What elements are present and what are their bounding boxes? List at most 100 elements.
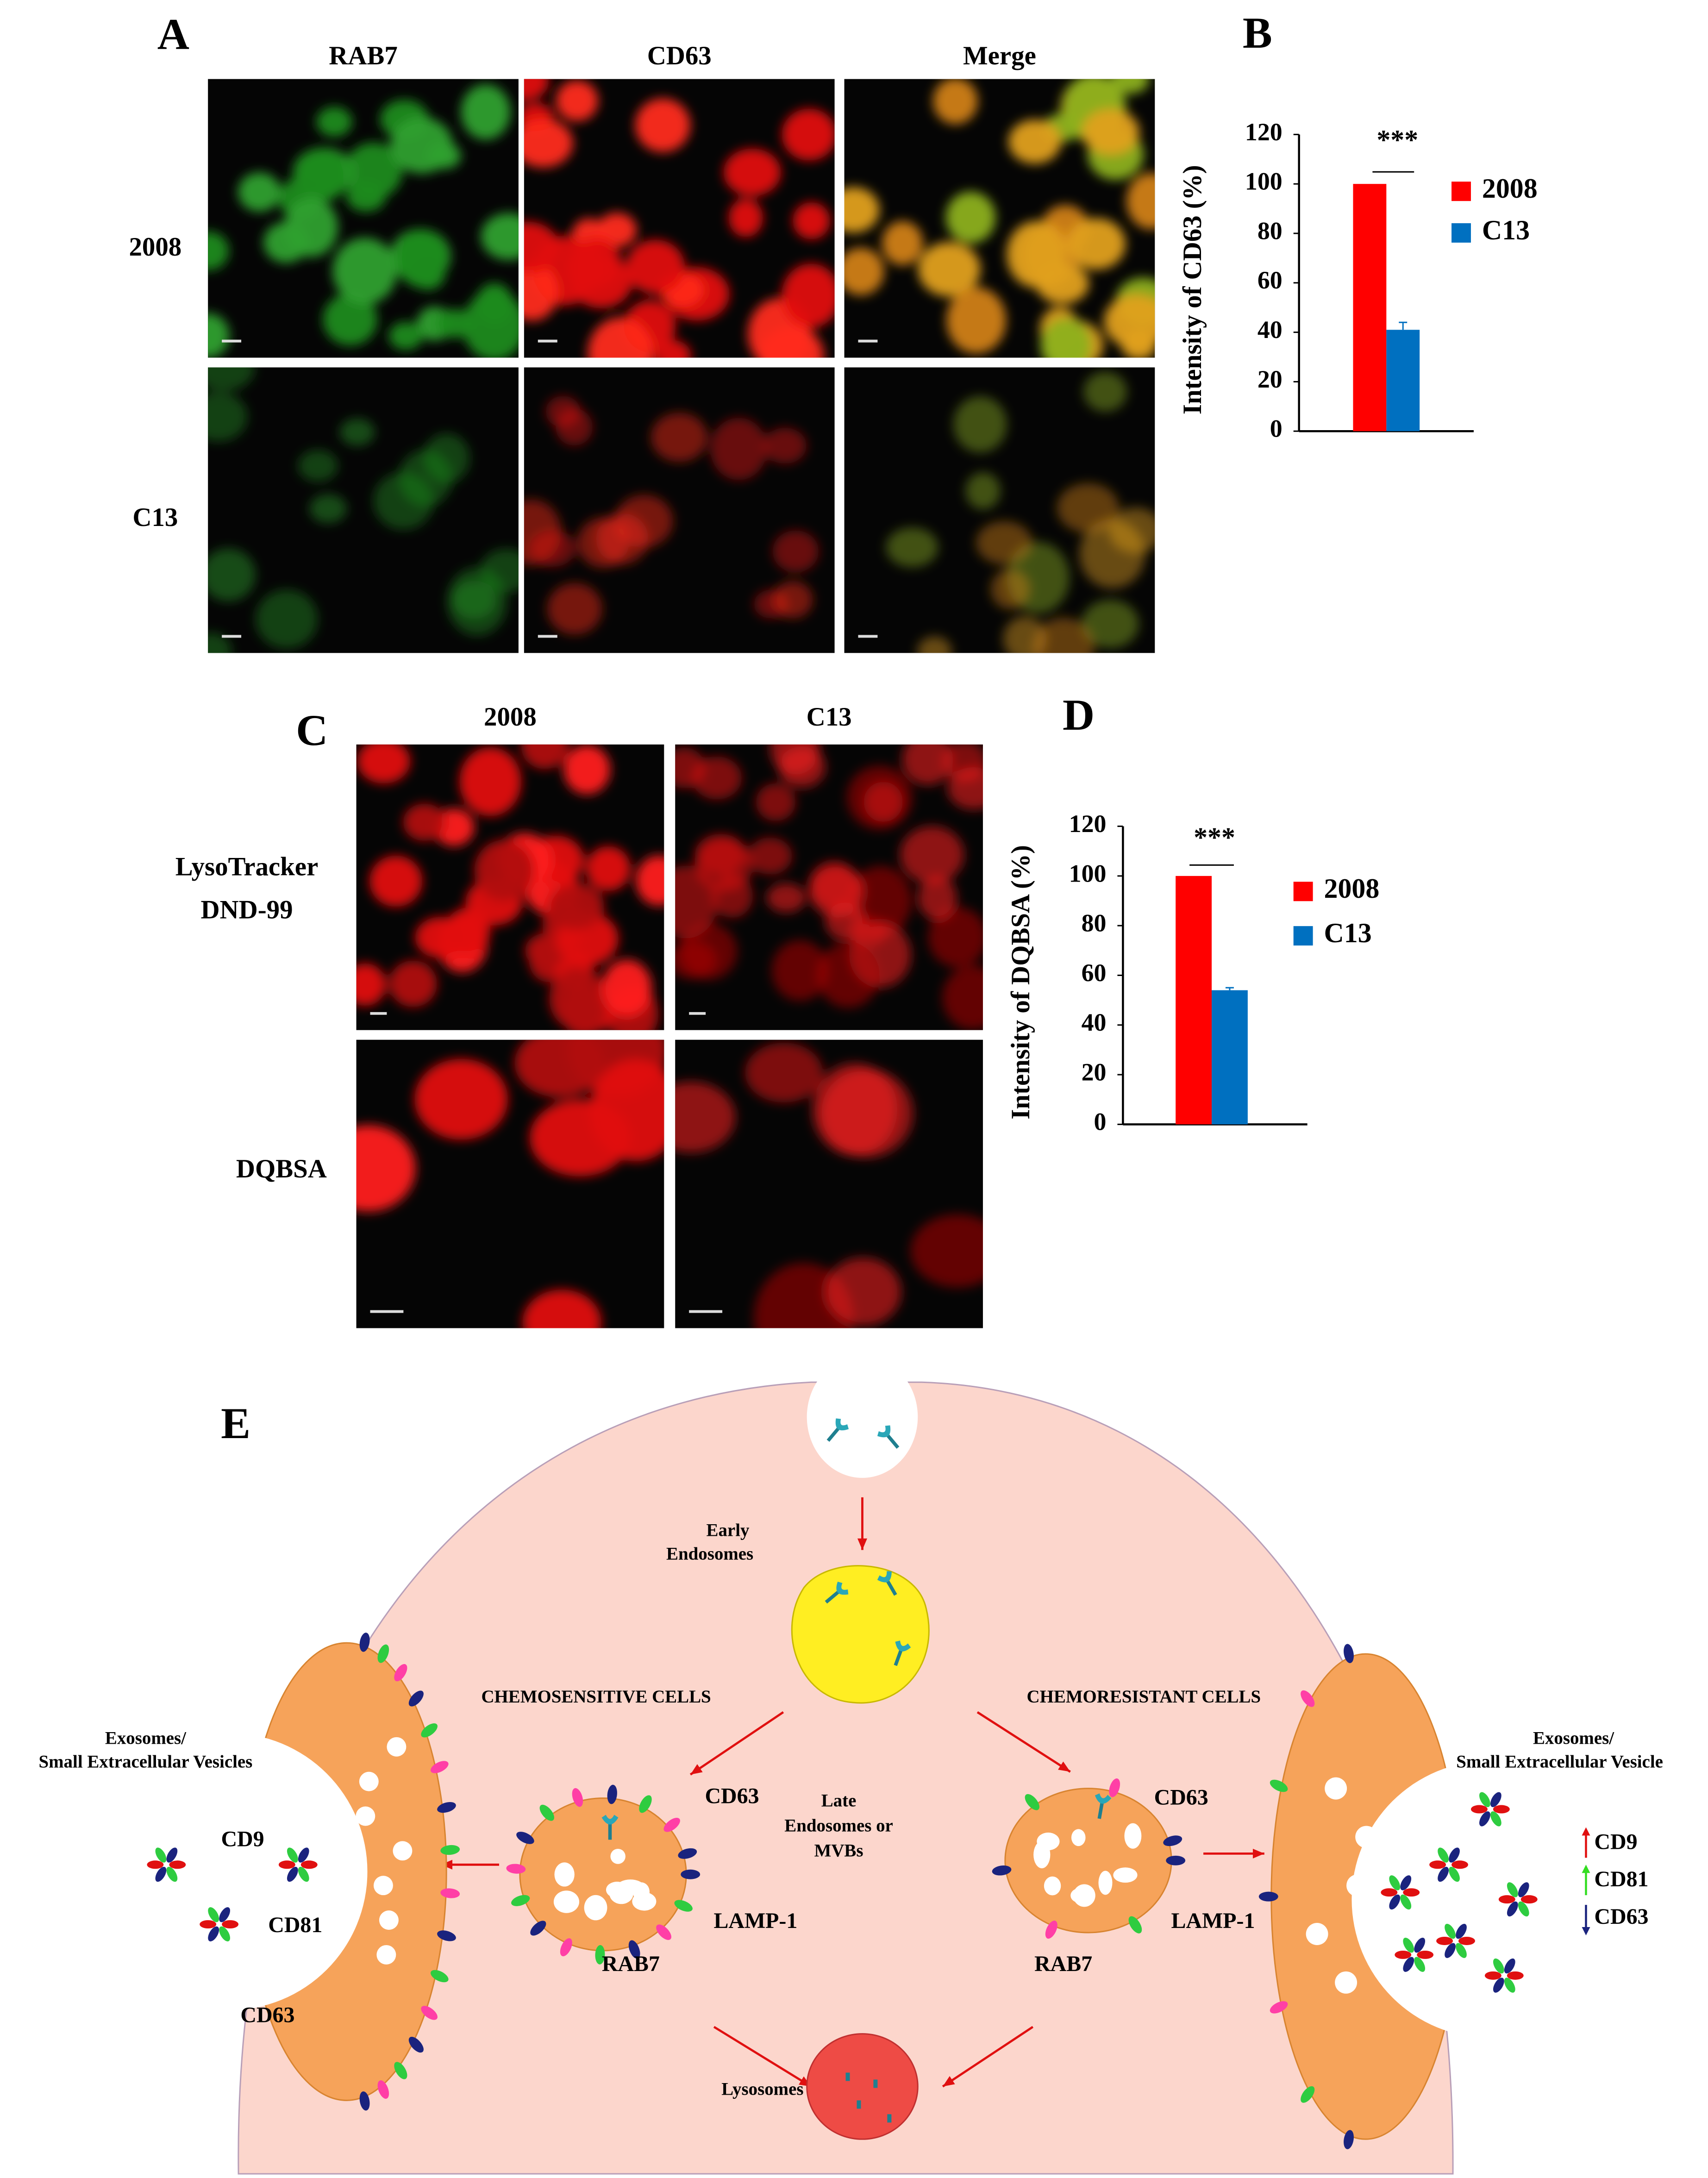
- cell: [357, 744, 411, 784]
- cell: [316, 106, 352, 137]
- vesicle: [1325, 1777, 1347, 1800]
- label: Endosomes or: [784, 1815, 893, 1835]
- exosome-marker: [278, 1860, 295, 1869]
- exosome-marker: [1504, 1958, 1515, 1974]
- cell: [524, 221, 560, 274]
- exosome-marker: [1414, 1937, 1426, 1953]
- cells: [675, 1043, 983, 1328]
- cell: [1126, 173, 1155, 230]
- exosome-marker: [298, 1847, 309, 1863]
- label: Late: [821, 1790, 857, 1810]
- marker-label: CD63: [705, 1784, 759, 1809]
- exosome-marker: [1445, 1943, 1456, 1958]
- cell: [910, 1214, 983, 1288]
- cell: [782, 263, 835, 328]
- cell: [1083, 371, 1127, 412]
- label: Exosomes/: [1533, 1728, 1614, 1748]
- membrane-marker: [440, 1845, 460, 1855]
- receptor: [601, 1815, 619, 1840]
- cell: [395, 229, 448, 288]
- marker-label: RAB7: [602, 1952, 660, 1976]
- membrane-marker: [408, 1690, 424, 1707]
- receptor: [894, 1640, 911, 1666]
- cell: [547, 883, 605, 930]
- y-tick-label: 60: [1082, 959, 1107, 987]
- cell: [886, 527, 938, 567]
- arrow: [689, 1711, 784, 1776]
- membrane-marker: [377, 2080, 389, 2099]
- error-bar: [1399, 321, 1408, 330]
- row-label: C13: [132, 503, 178, 532]
- trend-arrow-head: [1582, 1865, 1590, 1873]
- y-tick-label: 40: [1082, 1008, 1107, 1036]
- cells-blur: [844, 79, 1155, 358]
- cell: [728, 199, 763, 237]
- membrane-marker: [437, 1930, 456, 1941]
- cell: [332, 238, 397, 305]
- vesicle: [1098, 1871, 1113, 1895]
- exosome-marker: [1400, 1894, 1412, 1910]
- cell: [390, 117, 453, 174]
- cells-blur: [524, 395, 819, 635]
- membrane-marker: [511, 1895, 530, 1906]
- cell: [745, 1043, 823, 1103]
- vesicle: [393, 1841, 413, 1861]
- exosome-marker: [1479, 1792, 1490, 1807]
- y-tick-label: 40: [1258, 316, 1283, 344]
- exosome-marker: [1520, 1895, 1538, 1904]
- vesicle: [1070, 1888, 1089, 1903]
- cell: [635, 855, 664, 906]
- cell: [601, 959, 652, 1017]
- row-label: 2008: [129, 232, 182, 262]
- cells: [356, 744, 664, 1030]
- panel-label: A: [157, 10, 189, 59]
- y-tick-label: 20: [1258, 365, 1283, 393]
- cell: [545, 395, 581, 428]
- membrane-marker: [440, 1888, 460, 1898]
- receptor-head: [877, 1425, 891, 1438]
- y-tick-label: 120: [1069, 810, 1107, 838]
- cell: [597, 213, 637, 248]
- cell: [208, 313, 230, 358]
- receptor-stem: [826, 1427, 840, 1442]
- receptor-stem: [825, 1590, 840, 1604]
- cell: [1067, 218, 1126, 270]
- panel-label: C: [296, 706, 328, 755]
- marker-label: CD9: [221, 1827, 264, 1851]
- y-tick-label: 80: [1258, 217, 1283, 244]
- membrane-marker: [628, 1940, 640, 1959]
- cell: [461, 84, 511, 140]
- cell: [770, 744, 820, 775]
- cell: [263, 222, 309, 263]
- vesicle: [632, 1882, 650, 1902]
- cell: [990, 569, 1030, 610]
- cell: [928, 907, 983, 968]
- vesicle: [553, 1890, 580, 1913]
- receptor: [1095, 1793, 1112, 1819]
- cell: [208, 367, 255, 392]
- column-header: C13: [807, 702, 852, 732]
- cell: [529, 530, 576, 567]
- exosome-marker: [1400, 1875, 1412, 1890]
- cargo: [873, 2079, 878, 2088]
- cell: [596, 513, 649, 565]
- y-tick-label: 100: [1069, 859, 1107, 887]
- cell: [414, 1058, 508, 1140]
- exosome-marker: [287, 1866, 298, 1882]
- cell: [298, 450, 338, 482]
- exosome-marker: [1403, 1957, 1414, 1972]
- exosome-marker: [1498, 1895, 1515, 1904]
- cell: [1108, 507, 1155, 554]
- exosome-marker: [208, 1907, 219, 1922]
- exosome-marker: [1504, 1978, 1515, 1993]
- legend-swatch: [1293, 926, 1313, 946]
- cell: [309, 494, 347, 523]
- receptor-head: [1095, 1793, 1112, 1804]
- membrane-marker: [359, 2091, 370, 2111]
- cell: [809, 865, 865, 918]
- cell: [566, 243, 608, 291]
- cell: [772, 581, 813, 619]
- cell: [388, 322, 423, 350]
- membrane-marker: [539, 1804, 554, 1821]
- marker-label: CD63: [1594, 1904, 1648, 1929]
